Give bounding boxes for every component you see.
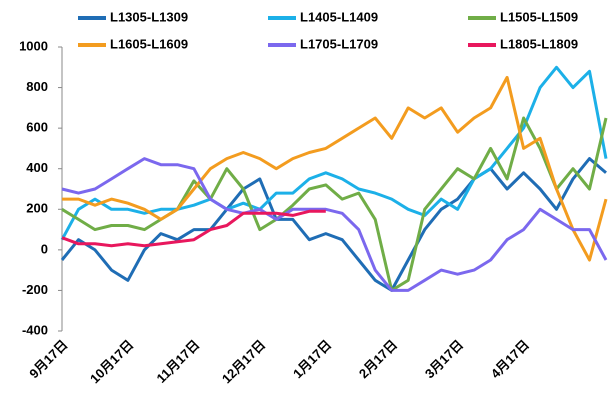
legend-label: L1405-L1409: [300, 9, 378, 24]
series-line: [60, 65, 608, 241]
series-line: [61, 209, 326, 248]
y-tick-label: 800: [26, 79, 48, 94]
y-tick-label: 200: [26, 201, 48, 216]
legend-label: L1605-L1609: [110, 36, 188, 51]
y-tick-label: 0: [41, 241, 48, 256]
legend-label: L1305-L1309: [110, 9, 188, 24]
series-line: [60, 157, 607, 292]
x-tick-label: 2月17日: [356, 337, 400, 381]
series-line: [61, 157, 608, 292]
x-tick-label: 9月17日: [26, 337, 70, 381]
y-tick-label: 1000: [19, 38, 48, 53]
y-tick-label: -200: [22, 282, 48, 297]
series-line: [62, 75, 608, 262]
legend-label: L1805-L1809: [500, 36, 578, 51]
y-tick-label: -400: [22, 322, 48, 337]
x-tick-label: 4月17日: [488, 337, 532, 381]
x-tick-label: 3月17日: [422, 337, 466, 381]
series-line: [61, 116, 608, 292]
x-tick-label: 1月17日: [290, 337, 334, 381]
x-tick-label: 11月17日: [153, 337, 202, 386]
legend-label: L1705-L1709: [300, 36, 378, 51]
x-tick-label: 10月17日: [87, 337, 136, 386]
legend-label: L1505-L1509: [500, 9, 578, 24]
y-tick-label: 400: [26, 160, 48, 175]
x-tick-label: 12月17日: [219, 337, 268, 386]
y-tick-label: 600: [26, 120, 48, 135]
